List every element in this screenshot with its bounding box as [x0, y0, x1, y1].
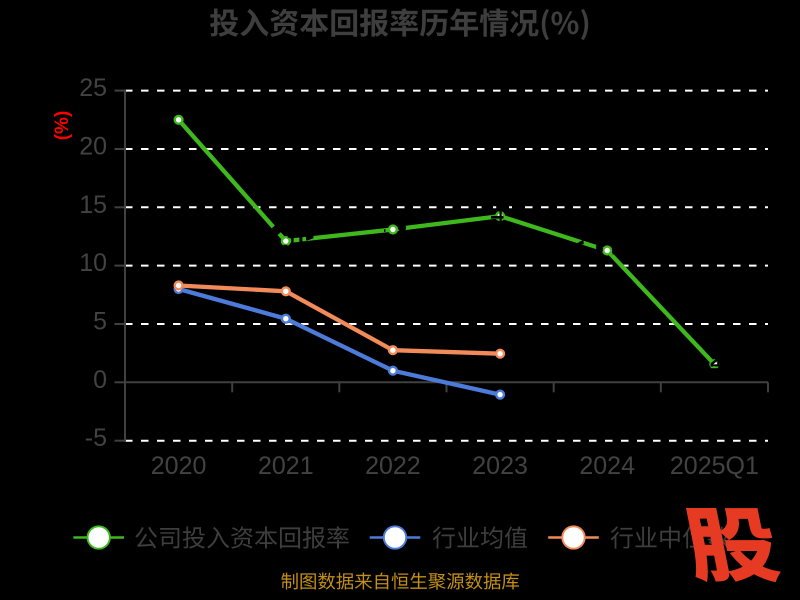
- svg-text:2022: 2022: [365, 452, 421, 480]
- svg-text:0: 0: [93, 366, 107, 394]
- svg-text:(%): (%): [52, 111, 73, 141]
- svg-text:20: 20: [79, 133, 107, 161]
- svg-text:2023: 2023: [472, 452, 528, 480]
- svg-text:2020: 2020: [151, 452, 207, 480]
- svg-text:2024: 2024: [579, 452, 635, 480]
- svg-text:25: 25: [79, 74, 107, 102]
- svg-text:2025Q1: 2025Q1: [670, 452, 759, 480]
- svg-text:2021: 2021: [258, 452, 314, 480]
- svg-text:15: 15: [79, 191, 107, 219]
- svg-text:5: 5: [93, 308, 107, 336]
- svg-text:10: 10: [79, 249, 107, 277]
- svg-text:-5: -5: [85, 424, 107, 452]
